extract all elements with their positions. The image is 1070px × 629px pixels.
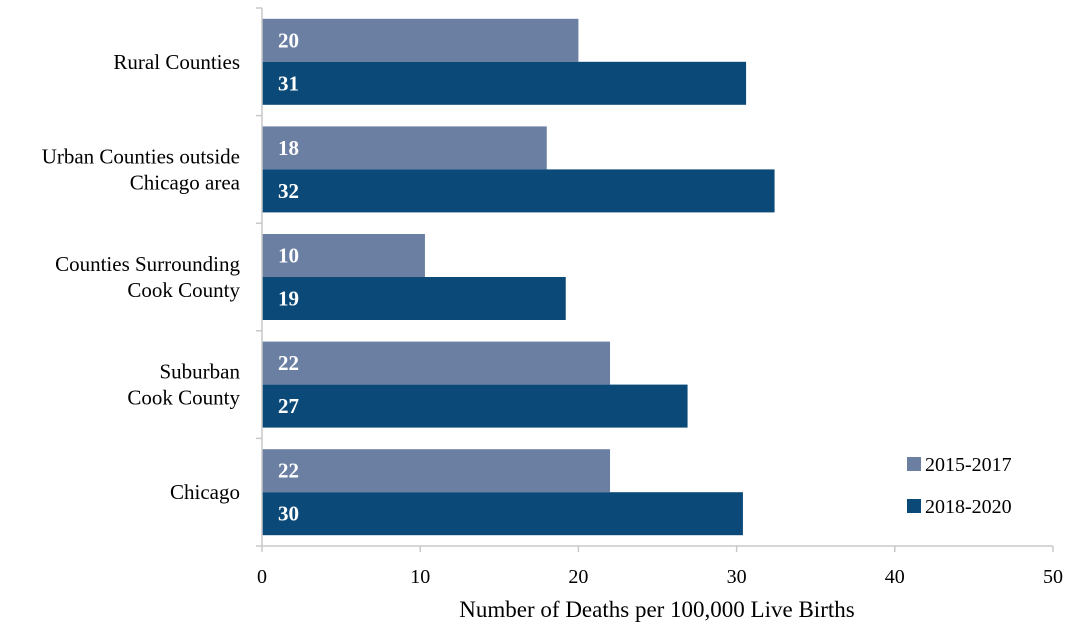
category-label-0-0: Rural Counties [113, 50, 240, 74]
x-tick-label: 40 [885, 566, 905, 588]
data-label-2018-2020-3: 27 [278, 394, 299, 418]
x-axis-title: Number of Deaths per 100,000 Live Births [459, 597, 854, 622]
data-label-2018-2020-4: 30 [278, 502, 299, 526]
bar-2015-2017-0 [262, 18, 579, 62]
bar-2015-2017-4 [262, 449, 611, 493]
bar-2015-2017-1 [262, 126, 547, 170]
legend-swatch-2018-2020 [907, 499, 921, 513]
legend-swatch-2015-2017 [907, 457, 921, 471]
bars-group: 20 31 18 32 10 19 22 27 22 30 [262, 18, 775, 536]
data-label-2015-2017-4: 22 [278, 459, 299, 483]
x-tick-label: 20 [568, 566, 588, 588]
bar-2018-2020-0 [262, 61, 747, 105]
legend-label-2018-2020: 2018-2020 [925, 496, 1012, 518]
bar-2015-2017-3 [262, 341, 611, 385]
axes: 0 10 20 30 40 50 [256, 7, 1063, 588]
x-tick-label: 10 [410, 566, 430, 588]
data-label-2018-2020-0: 31 [278, 71, 299, 95]
legend-label-2015-2017: 2015-2017 [925, 454, 1012, 476]
category-label-1-0: Urban Counties outside [42, 144, 240, 168]
bar-2018-2020-3 [262, 384, 688, 428]
category-label-2-0: Counties Surrounding [55, 252, 240, 276]
x-tick-label: 0 [257, 566, 267, 588]
x-tick-label: 50 [1043, 566, 1063, 588]
bar-2015-2017-2 [262, 234, 425, 277]
legend: 2015-2017 2018-2020 [907, 454, 1012, 518]
data-label-2015-2017-1: 18 [278, 136, 299, 160]
data-label-2015-2017-3: 22 [278, 351, 299, 375]
bar-2018-2020-4 [262, 492, 743, 536]
category-label-3-0: Suburban [160, 360, 241, 384]
bar-2018-2020-1 [262, 169, 775, 213]
data-label-2018-2020-1: 32 [278, 179, 299, 203]
bar-2018-2020-2 [262, 277, 566, 320]
category-label-2-1: Cook County [127, 278, 240, 302]
data-label-2015-2017-2: 10 [278, 244, 299, 268]
category-label-1-1: Chicago area [130, 170, 241, 194]
data-label-2015-2017-0: 20 [278, 28, 299, 52]
x-tick-label: 30 [727, 566, 747, 588]
category-label-3-1: Cook County [127, 386, 240, 410]
category-label-4-0: Chicago [170, 480, 240, 504]
data-label-2018-2020-2: 19 [278, 287, 299, 311]
